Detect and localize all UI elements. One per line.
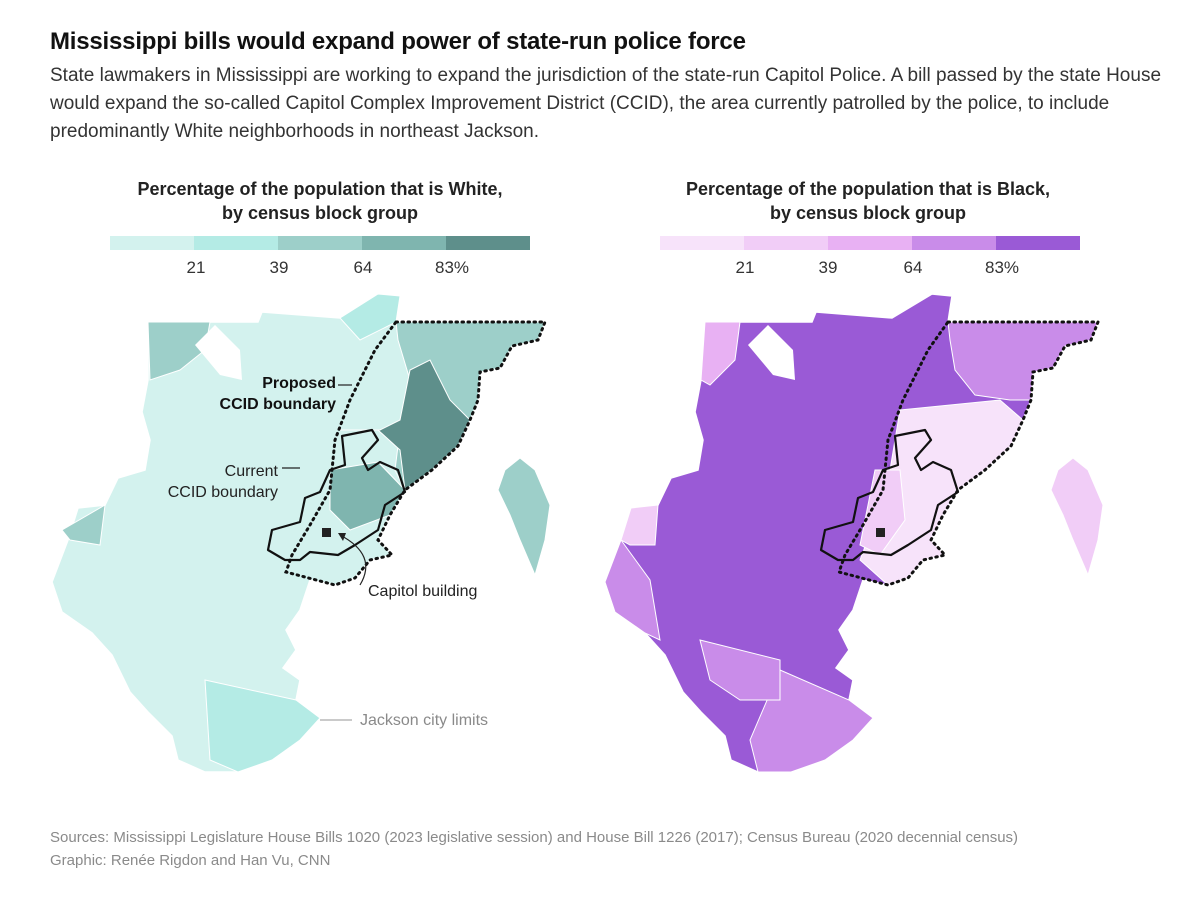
- white-legend-tick: 21: [186, 258, 206, 277]
- black-legend-swatch: [828, 236, 912, 250]
- black-map-central-east-zone: [859, 469, 906, 556]
- white-map-northwest-zone: [147, 321, 211, 381]
- white-map-title: Percentage of the population that is Whi…: [110, 177, 530, 225]
- current-ccid-label-line1: Current: [224, 463, 278, 480]
- black-legend-tick: 64: [903, 258, 923, 277]
- white-map-title-line2: by census block group: [221, 203, 419, 223]
- white-map-west-zone: [61, 504, 106, 546]
- white-legend-swatch: [194, 236, 278, 250]
- black-map-title-line1: Percentage of the population that is Bla…: [685, 179, 1051, 199]
- proposed-ccid-label-line2: CCID boundary: [219, 396, 336, 413]
- white-legend-swatch: [446, 236, 530, 250]
- black-map-title-line2: by census block group: [769, 203, 967, 223]
- proposed-ccid-label: Proposed CCID boundary: [218, 373, 336, 415]
- black-legend-swatch: [912, 236, 996, 250]
- black-map-title: Percentage of the population that is Bla…: [658, 177, 1078, 225]
- white-map: [51, 293, 551, 773]
- black-legend-swatch: [660, 236, 744, 250]
- black-map-west-zone: [620, 504, 659, 546]
- current-ccid-label: Current CCID boundary: [150, 461, 278, 503]
- black-map-northwest-zone: [700, 321, 741, 386]
- capitol-building-label: Capitol building: [368, 583, 478, 600]
- black-map-northeast-zone: [947, 321, 1099, 401]
- black-map-capitol-marker: [876, 528, 885, 537]
- proposed-ccid-label-line1: Proposed: [262, 375, 336, 392]
- black-map: [604, 293, 1104, 773]
- black-legend-tick: 83%: [984, 258, 1020, 277]
- black-legend-swatch: [744, 236, 828, 250]
- white-map-title-line1: Percentage of the population that is Whi…: [137, 179, 503, 199]
- white-map-southwest-zone: [204, 679, 321, 773]
- black-legend-tick: 21: [735, 258, 755, 277]
- black-legend-swatch: [996, 236, 1080, 250]
- white-map-notch: [195, 325, 242, 380]
- white-map-capitol-marker: [322, 528, 331, 537]
- white-map-current-ccid-boundary: [266, 428, 407, 562]
- white-map-exclave: [497, 457, 551, 577]
- city-limits-label: Jackson city limits: [360, 712, 489, 729]
- sources-text: Sources: Mississippi Legislature House B…: [50, 829, 1019, 846]
- white-legend-tick: 39: [269, 258, 289, 277]
- black-map-south-zone: [749, 669, 874, 773]
- black-legend-tick: 39: [818, 258, 838, 277]
- white-map-proposed-ccid-boundary: [284, 320, 548, 587]
- footer: Sources: Mississippi Legislature House B…: [50, 826, 1170, 872]
- black-map-current-ccid-boundary: [819, 428, 960, 562]
- black-map-notch: [748, 325, 795, 380]
- chart-title: Mississippi bills would expand power of …: [50, 28, 746, 55]
- white-legend-swatch: [278, 236, 362, 250]
- white-legend-swatch: [110, 236, 194, 250]
- white-legend: [110, 236, 530, 250]
- black-map-exclave: [1050, 457, 1104, 577]
- white-map-north-zone: [339, 293, 401, 341]
- white-map-capitol-leader: [339, 534, 367, 586]
- chart-subtitle: State lawmakers in Mississippi are worki…: [50, 65, 1162, 142]
- black-map-proposed-ccid-boundary: [837, 320, 1101, 587]
- white-legend-swatch: [362, 236, 446, 250]
- white-map-capitol-arrowhead: [338, 533, 346, 541]
- black-legend: [660, 236, 1080, 250]
- current-ccid-label-line2: CCID boundary: [167, 484, 278, 501]
- white-legend-tick: 83%: [434, 258, 470, 277]
- white-legend-tick: 64: [353, 258, 373, 277]
- credit-text: Graphic: Renée Rigdon and Han Vu, CNN: [50, 852, 331, 869]
- black-map-south-central-zone: [699, 639, 781, 701]
